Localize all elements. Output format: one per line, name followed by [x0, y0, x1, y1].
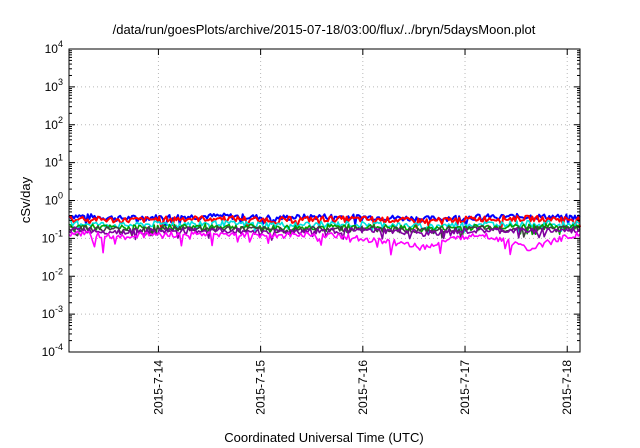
y-tick-label: 10-3 — [42, 304, 63, 321]
grid — [69, 49, 580, 352]
series-line — [68, 223, 581, 237]
y-axis-label: cSv/day — [18, 176, 33, 223]
x-tick-label: 2015-7-18 — [560, 360, 574, 415]
series-layer — [68, 212, 581, 256]
y-tick-label: 104 — [45, 39, 63, 56]
x-tick-label: 2015-7-17 — [458, 360, 472, 415]
y-tick-label: 102 — [45, 115, 63, 132]
y-tick-label: 101 — [45, 153, 63, 170]
series-line — [68, 230, 581, 256]
series-line — [68, 214, 581, 229]
y-tick-label: 10-4 — [42, 342, 63, 359]
y-tick-label: 100 — [45, 191, 63, 208]
x-tick-label: 2015-7-16 — [356, 360, 370, 415]
series-line — [68, 226, 581, 241]
chart-title: /data/run/goesPlots/archive/2015-07-18/0… — [113, 22, 536, 37]
y-tick-label: 10-2 — [42, 266, 63, 283]
y-ticks: 10-4 10-3 10-2 10-1 100 101 102 103 104 — [42, 39, 580, 359]
x-tick-label: 2015-7-15 — [254, 360, 268, 415]
y-tick-label: 103 — [45, 77, 63, 94]
x-tick-label: 2015-7-14 — [151, 360, 165, 415]
x-ticks: 2015-7-14 2015-7-15 2015-7-16 2015-7-17 2015… — [151, 49, 574, 415]
x-axis-label: Coordinated Universal Time (UTC) — [224, 430, 423, 445]
y-tick-label: 10-1 — [42, 228, 63, 245]
